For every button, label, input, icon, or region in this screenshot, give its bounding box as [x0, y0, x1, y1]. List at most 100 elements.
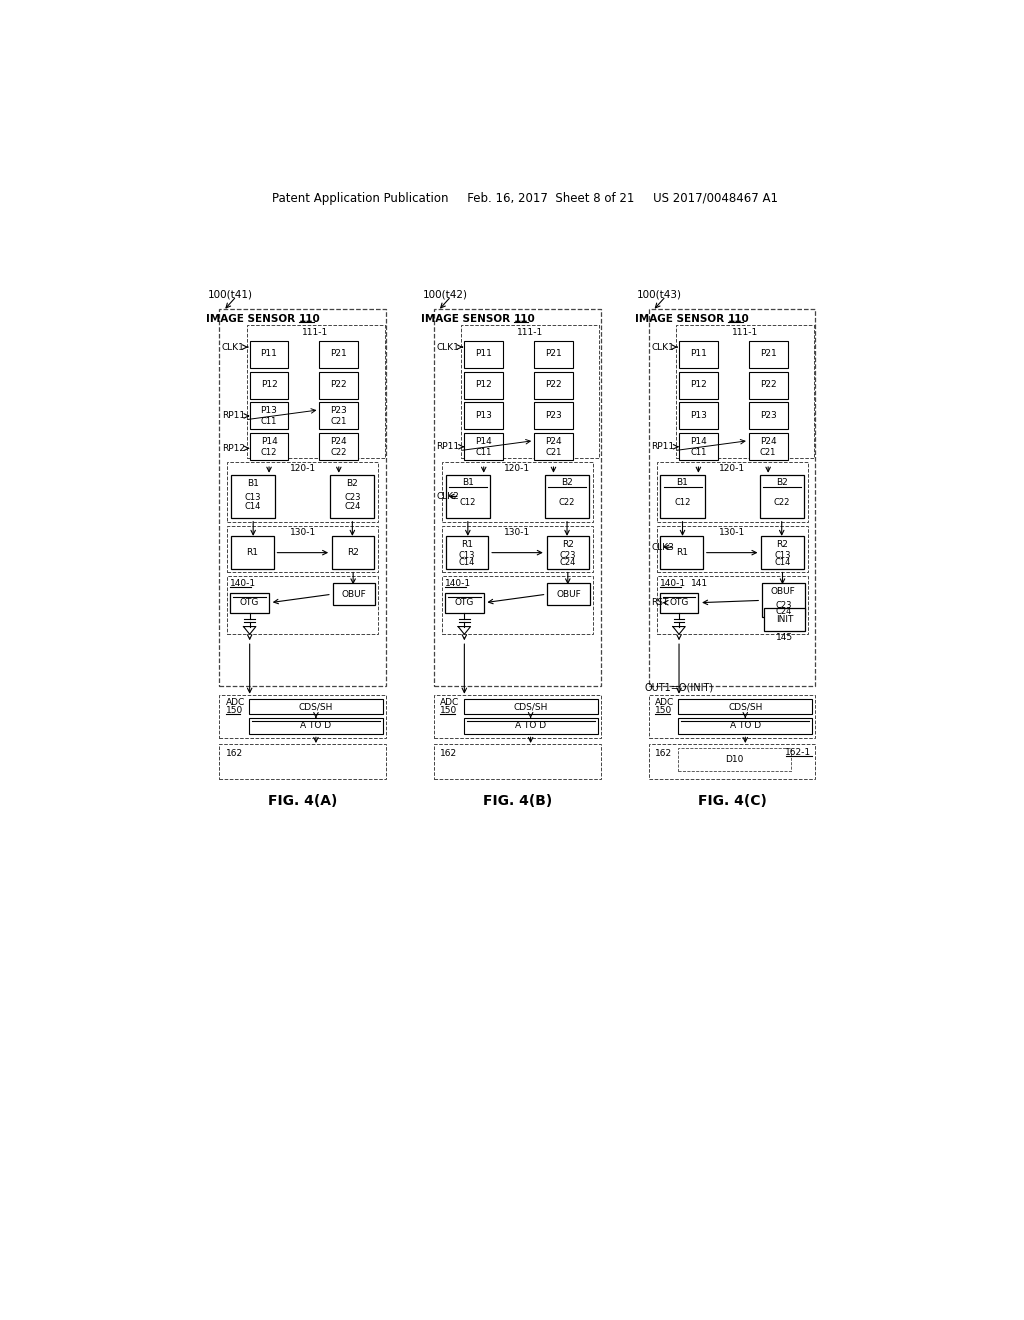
Text: FIG. 4(C): FIG. 4(C): [697, 793, 767, 808]
Text: A TO D: A TO D: [515, 722, 546, 730]
Bar: [333, 490, 372, 515]
Bar: [764, 549, 802, 566]
Bar: [464, 433, 503, 461]
Text: D10: D10: [725, 755, 743, 764]
Bar: [764, 609, 805, 631]
Bar: [649, 696, 815, 738]
Text: OTG: OTG: [455, 598, 474, 607]
Text: C12: C12: [261, 447, 278, 457]
Bar: [649, 744, 815, 779]
Text: P22: P22: [545, 380, 562, 389]
Bar: [322, 447, 356, 457]
Bar: [249, 718, 383, 734]
Text: P21: P21: [331, 350, 347, 359]
Text: R1: R1: [461, 540, 473, 549]
Text: P14: P14: [475, 437, 493, 446]
Text: 145: 145: [776, 632, 793, 642]
Text: C13: C13: [245, 494, 261, 503]
Bar: [333, 583, 375, 605]
Bar: [250, 433, 289, 461]
Text: OUT1=O(INIT): OUT1=O(INIT): [645, 682, 714, 693]
Text: C24: C24: [344, 502, 360, 511]
Bar: [464, 403, 503, 429]
Text: RP11: RP11: [436, 442, 460, 451]
Bar: [749, 372, 787, 399]
Text: IMAGE SENSOR: IMAGE SENSOR: [421, 314, 514, 323]
Bar: [247, 326, 385, 458]
Text: P22: P22: [760, 380, 776, 389]
Bar: [545, 475, 589, 517]
Bar: [319, 433, 358, 461]
Bar: [322, 416, 356, 426]
Text: C24: C24: [560, 558, 575, 568]
Text: 140-1: 140-1: [230, 579, 256, 587]
Bar: [660, 536, 703, 569]
Text: R2: R2: [562, 540, 573, 549]
Text: OBUF: OBUF: [771, 586, 796, 595]
Bar: [751, 405, 785, 426]
Text: P14: P14: [690, 437, 707, 446]
Text: B2: B2: [561, 478, 572, 487]
Text: CLK2: CLK2: [436, 492, 459, 500]
Text: C21: C21: [331, 417, 347, 426]
Text: C23: C23: [775, 601, 792, 610]
Bar: [332, 536, 375, 569]
Text: B1: B1: [247, 479, 259, 488]
Bar: [461, 326, 599, 458]
Text: ADC: ADC: [655, 698, 674, 708]
Bar: [467, 343, 501, 364]
Bar: [250, 372, 289, 399]
Bar: [445, 536, 488, 569]
Text: 130-1: 130-1: [719, 528, 745, 537]
Text: 150: 150: [225, 706, 243, 715]
Bar: [656, 462, 808, 521]
Text: P24: P24: [760, 437, 776, 446]
Bar: [449, 490, 487, 515]
Text: C12: C12: [675, 498, 691, 507]
Text: OBUF: OBUF: [342, 590, 367, 599]
Bar: [749, 433, 787, 461]
Text: 100(t43): 100(t43): [637, 289, 682, 300]
Bar: [537, 374, 570, 396]
Bar: [442, 576, 593, 635]
Text: RP11: RP11: [222, 412, 245, 421]
Text: 130-1: 130-1: [290, 528, 315, 537]
Bar: [464, 372, 503, 399]
Text: FIG. 4(B): FIG. 4(B): [482, 793, 552, 808]
Bar: [227, 462, 378, 521]
Bar: [663, 540, 700, 562]
Text: 100(t42): 100(t42): [423, 289, 468, 300]
Text: C11: C11: [261, 417, 278, 426]
Text: 162: 162: [440, 750, 458, 758]
Bar: [445, 593, 483, 612]
Bar: [751, 374, 785, 396]
Bar: [464, 341, 503, 368]
Bar: [547, 583, 590, 605]
Text: P21: P21: [760, 350, 776, 359]
Bar: [449, 549, 486, 566]
Bar: [547, 536, 589, 569]
Bar: [678, 700, 812, 714]
Text: C23: C23: [344, 494, 360, 503]
Bar: [679, 372, 718, 399]
Text: A TO D: A TO D: [300, 722, 332, 730]
Bar: [749, 341, 787, 368]
Text: R1: R1: [676, 548, 688, 557]
Bar: [764, 597, 802, 614]
Bar: [233, 490, 273, 515]
Bar: [467, 405, 501, 426]
Bar: [678, 748, 791, 771]
Text: 140-1: 140-1: [445, 579, 471, 587]
Text: P23: P23: [331, 407, 347, 416]
Text: 111-1: 111-1: [732, 327, 758, 337]
Text: P13: P13: [475, 411, 493, 420]
Bar: [464, 700, 598, 714]
Text: 141: 141: [691, 579, 709, 587]
Bar: [227, 525, 378, 572]
Text: P24: P24: [331, 437, 347, 446]
Text: C24: C24: [775, 607, 792, 616]
Text: B1: B1: [462, 478, 474, 487]
Bar: [663, 490, 702, 515]
Text: 110: 110: [514, 314, 536, 323]
Text: C22: C22: [559, 498, 575, 507]
